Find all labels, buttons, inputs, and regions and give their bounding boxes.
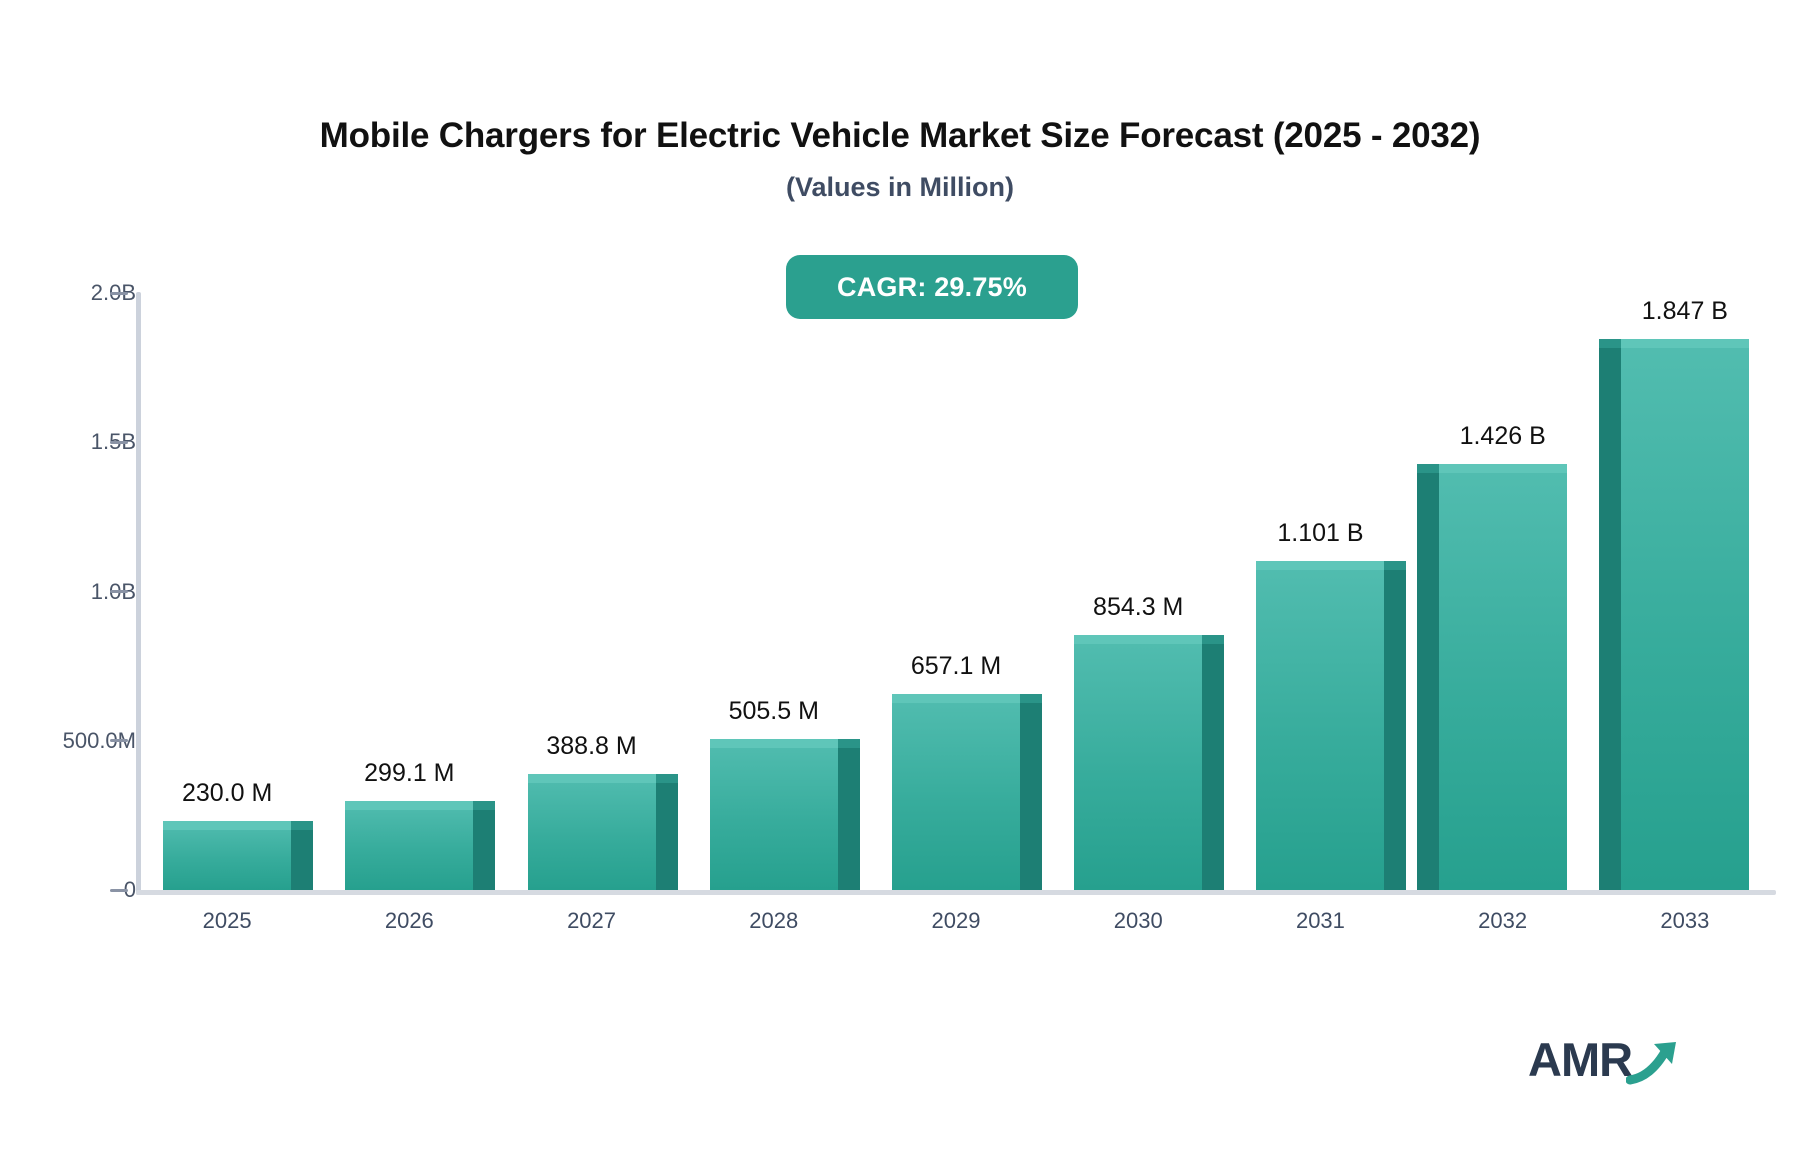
bar-front-face xyxy=(527,773,656,890)
x-axis-tick-label: 2032 xyxy=(1478,908,1528,933)
y-axis-tick-mark xyxy=(110,888,128,892)
bar-front-face xyxy=(345,800,474,890)
chart-subtitle: (Values in Million) xyxy=(785,172,1015,202)
bar-value-label: 854.3 M xyxy=(1093,592,1184,621)
bar-value-label: 230.0 M xyxy=(181,779,273,808)
bar[interactable] xyxy=(1256,561,1407,890)
page-title: Mobile Chargers for Electric Vehicle Mar… xyxy=(319,116,1481,155)
cagr-badge: CAGR: 29.75% xyxy=(786,255,1078,319)
bar-value-label: 299.1 M xyxy=(364,758,455,787)
bar-top-side-face xyxy=(473,800,496,810)
bar-side-face xyxy=(1202,643,1225,890)
bar-front-face xyxy=(1074,634,1203,890)
bar-value-label: 505.5 M xyxy=(728,697,819,726)
bar-value-label: 1.101 B xyxy=(1277,519,1364,548)
x-axis-line xyxy=(136,890,1776,895)
bar[interactable] xyxy=(527,773,678,890)
bar-side-face xyxy=(1416,473,1439,890)
bar-side-face xyxy=(655,782,678,890)
bar-top-side-face xyxy=(1416,464,1439,474)
bar-top-side-face xyxy=(291,821,314,831)
amr-logo: AMR xyxy=(1528,1036,1682,1091)
bar-top-side-face xyxy=(837,739,860,749)
bar-front-face xyxy=(1620,338,1749,890)
bar-top-face xyxy=(345,800,474,810)
bar-front-face xyxy=(892,693,1020,890)
bar[interactable] xyxy=(1598,338,1749,890)
bar-side-face xyxy=(1020,702,1042,890)
bar-side-face xyxy=(837,748,860,890)
bar-top-face xyxy=(1438,464,1567,474)
bar[interactable] xyxy=(1074,634,1225,890)
bar-top-side-face xyxy=(655,773,678,783)
y-axis-tick-mark xyxy=(110,590,128,593)
bar-value-label: 1.847 B xyxy=(1641,296,1728,325)
x-axis-tick-label: 2028 xyxy=(749,908,799,933)
bar-top-face xyxy=(1620,338,1749,348)
y-axis-tick-mark xyxy=(110,291,128,295)
x-axis-tick-label: 2029 xyxy=(931,908,981,933)
bar-front-face xyxy=(163,821,292,890)
y-axis-tick-label: 0 xyxy=(123,877,136,902)
x-axis-tick-label: 2027 xyxy=(567,908,617,933)
bar-top-side-face xyxy=(1202,634,1225,644)
bar-top-face xyxy=(709,739,838,749)
bar[interactable] xyxy=(163,821,314,890)
bar-side-face xyxy=(1598,347,1621,890)
bar-top-face xyxy=(1256,561,1385,571)
bar-side-face xyxy=(291,830,314,890)
bar-front-face xyxy=(1438,464,1567,890)
bar-top-side-face xyxy=(1598,338,1621,348)
x-axis-tick-label: 2026 xyxy=(384,908,434,933)
x-axis-tick-label: 2031 xyxy=(1295,908,1345,933)
bar[interactable] xyxy=(892,693,1042,890)
bar[interactable] xyxy=(1416,464,1567,890)
bar-front-face xyxy=(709,739,838,890)
bar-top-face xyxy=(527,773,656,783)
bar-value-label: 657.1 M xyxy=(910,651,1002,680)
bar-top-face xyxy=(1074,634,1203,644)
bar-side-face xyxy=(473,809,496,890)
bar-top-face xyxy=(892,693,1020,703)
bar-top-side-face xyxy=(1384,561,1407,571)
arrow-up-right-icon xyxy=(1625,1038,1682,1091)
bar[interactable] xyxy=(709,739,860,890)
y-axis-tick-mark xyxy=(110,440,128,444)
x-axis-tick-label: 2030 xyxy=(1113,908,1163,933)
x-axis-tick-label: 2025 xyxy=(202,908,252,933)
bar-top-face xyxy=(163,821,292,831)
y-axis-line xyxy=(136,292,141,895)
bar[interactable] xyxy=(345,800,496,890)
logo-text: AMR xyxy=(1528,1033,1633,1086)
y-axis-tick-mark xyxy=(110,739,128,743)
bar-value-label: 388.8 M xyxy=(546,731,637,760)
bar-value-label: 1.426 B xyxy=(1459,422,1546,451)
bar-top-side-face xyxy=(1020,693,1042,703)
bar-side-face xyxy=(1384,570,1407,890)
bar-front-face xyxy=(1256,561,1385,890)
x-axis-tick-label: 2033 xyxy=(1660,908,1710,933)
